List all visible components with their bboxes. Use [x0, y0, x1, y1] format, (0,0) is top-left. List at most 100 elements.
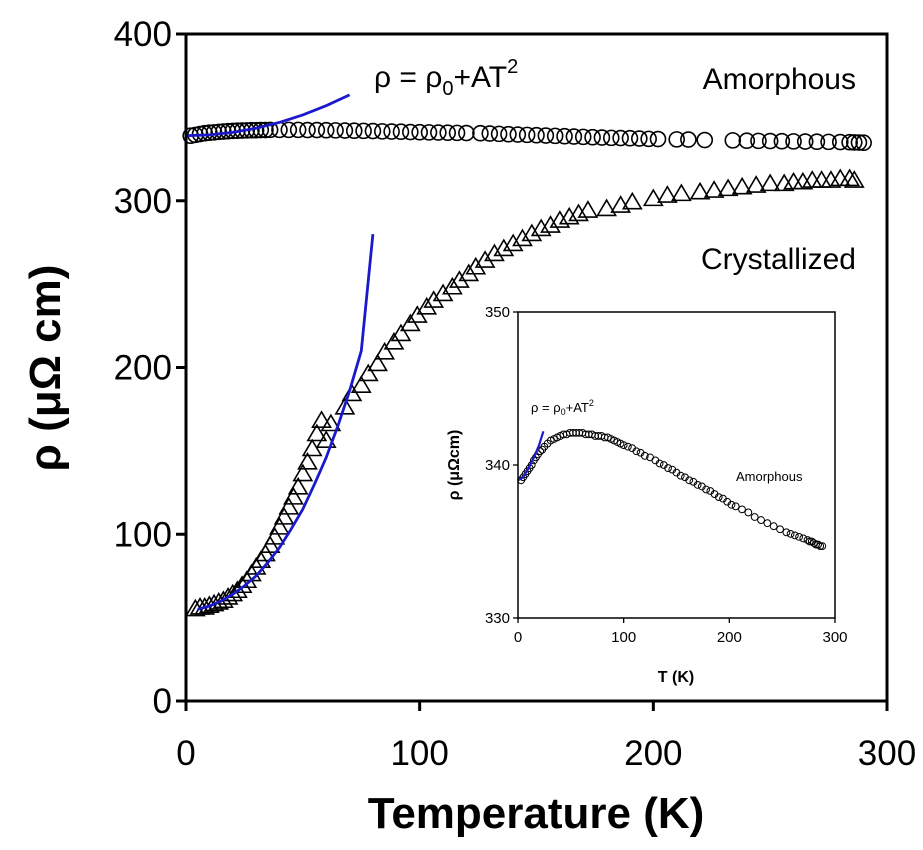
amorphous-point — [850, 134, 868, 151]
y-tick-label: 100 — [114, 515, 172, 554]
amorphous-point — [724, 132, 742, 149]
amorphous-point — [841, 133, 858, 151]
amorphous-point — [786, 529, 795, 538]
amorphous-point — [373, 123, 391, 140]
crystallized-point — [689, 181, 711, 200]
amorphous-point — [621, 129, 639, 147]
amorphous-point — [782, 528, 791, 537]
crystallized-point — [423, 290, 445, 308]
y-tick-label: 340 — [485, 457, 510, 474]
amorphous-point — [584, 128, 601, 146]
amorphous-point — [392, 123, 410, 141]
crystallized-point — [320, 413, 342, 432]
fit-equation-label: ρ = ρ0+AT2 — [374, 56, 518, 100]
amorphous-point — [430, 124, 447, 141]
crystallized-point — [217, 587, 239, 605]
crystallized-point — [493, 238, 515, 257]
x-tick-label: 300 — [858, 734, 916, 773]
amorphous-point — [317, 121, 335, 139]
amorphous-point — [448, 124, 466, 142]
y-tick-label: 350 — [485, 304, 510, 321]
main-y-axis-title: ρ (μΩ cm) — [21, 265, 70, 472]
amorphous-point — [702, 485, 710, 494]
amorphous-point — [528, 126, 545, 144]
amorphous-point — [744, 508, 753, 517]
crystallized-point — [306, 423, 328, 442]
crystallized-point — [287, 476, 309, 495]
amorphous-point — [612, 129, 629, 147]
amorphous-point — [818, 542, 827, 550]
amorphous-point — [411, 123, 428, 141]
inset-chart: 0 100 200 300 330 340 350 T (K) ρ (μΩcm) ρ = ρ… — [446, 304, 848, 686]
crystallized-point — [474, 250, 496, 268]
crystallized-point — [703, 180, 725, 198]
amorphous-point — [803, 536, 812, 544]
amorphous-point — [790, 531, 799, 540]
x-tick-label: 0 — [514, 629, 522, 646]
amorphous-point — [814, 540, 822, 549]
crystallized-point — [448, 270, 470, 288]
x-tick-label: 100 — [611, 629, 636, 646]
crystallized-point — [731, 176, 753, 195]
y-tick-label: 0 — [153, 682, 172, 721]
crystallized-point — [357, 363, 379, 382]
amorphous-point — [831, 133, 849, 151]
amorphous-point — [680, 131, 697, 148]
amorphous-point — [565, 128, 583, 145]
amorphous-point — [769, 522, 778, 531]
crystallized-point — [512, 228, 533, 247]
amorphous-point — [785, 133, 802, 150]
main-series-layer — [182, 93, 872, 617]
amorphous-point — [261, 121, 279, 139]
amorphous-point — [439, 124, 457, 142]
amorphous-point — [623, 442, 632, 451]
amorphous-point — [808, 133, 826, 151]
amorphous-point — [738, 505, 746, 514]
crystallized-point — [549, 210, 571, 228]
amorphous-point — [383, 123, 400, 140]
amorphous-point — [537, 127, 555, 144]
crystallized-point — [311, 410, 332, 428]
main-x-axis-title: Temperature (K) — [368, 789, 705, 838]
crystallized-point — [610, 195, 632, 213]
inset-series-layer — [517, 428, 827, 550]
amorphous-point — [664, 464, 672, 472]
crystallized-point — [843, 170, 865, 188]
crystallized-point — [530, 218, 552, 237]
amorphous-point — [676, 471, 685, 480]
amorphous-point — [820, 133, 837, 151]
amorphous-point — [345, 122, 363, 140]
crystallized-point — [264, 527, 286, 545]
amorphous-point — [308, 121, 326, 139]
crystallized-point — [521, 223, 543, 242]
fit-curve — [197, 233, 375, 611]
amorphous-point — [855, 134, 872, 152]
crystallized-point — [558, 206, 580, 225]
amorphous-point — [556, 127, 573, 145]
amorphous-point — [509, 126, 527, 143]
crystallized-point — [283, 486, 304, 505]
amorphous-point — [289, 121, 307, 139]
crystallized-point — [568, 203, 589, 222]
y-tick-label: 400 — [114, 15, 172, 54]
amorphous-point — [574, 128, 592, 146]
crystallized-point — [759, 173, 781, 192]
amorphous-point — [458, 124, 475, 142]
crystallized-point — [432, 283, 454, 302]
amorphous-point — [761, 132, 779, 150]
main-ticks: 0 100 200 300 0 100 200 300 400 — [114, 15, 917, 773]
crystallized-point — [465, 256, 487, 275]
inset-background — [518, 312, 835, 618]
crystallized-point — [502, 233, 524, 252]
amorphous-point — [593, 129, 611, 146]
amorphous-point — [795, 533, 803, 541]
inset-amorphous-label: Amorphous — [736, 469, 803, 484]
crystallized-point — [227, 580, 248, 599]
amorphous-point — [640, 451, 649, 460]
inset-x-axis-title: T (K) — [658, 669, 694, 686]
y-tick-label: 200 — [114, 349, 172, 388]
crystallized-point — [656, 185, 678, 203]
amorphous-point — [816, 542, 825, 550]
amorphous-point — [773, 132, 791, 150]
